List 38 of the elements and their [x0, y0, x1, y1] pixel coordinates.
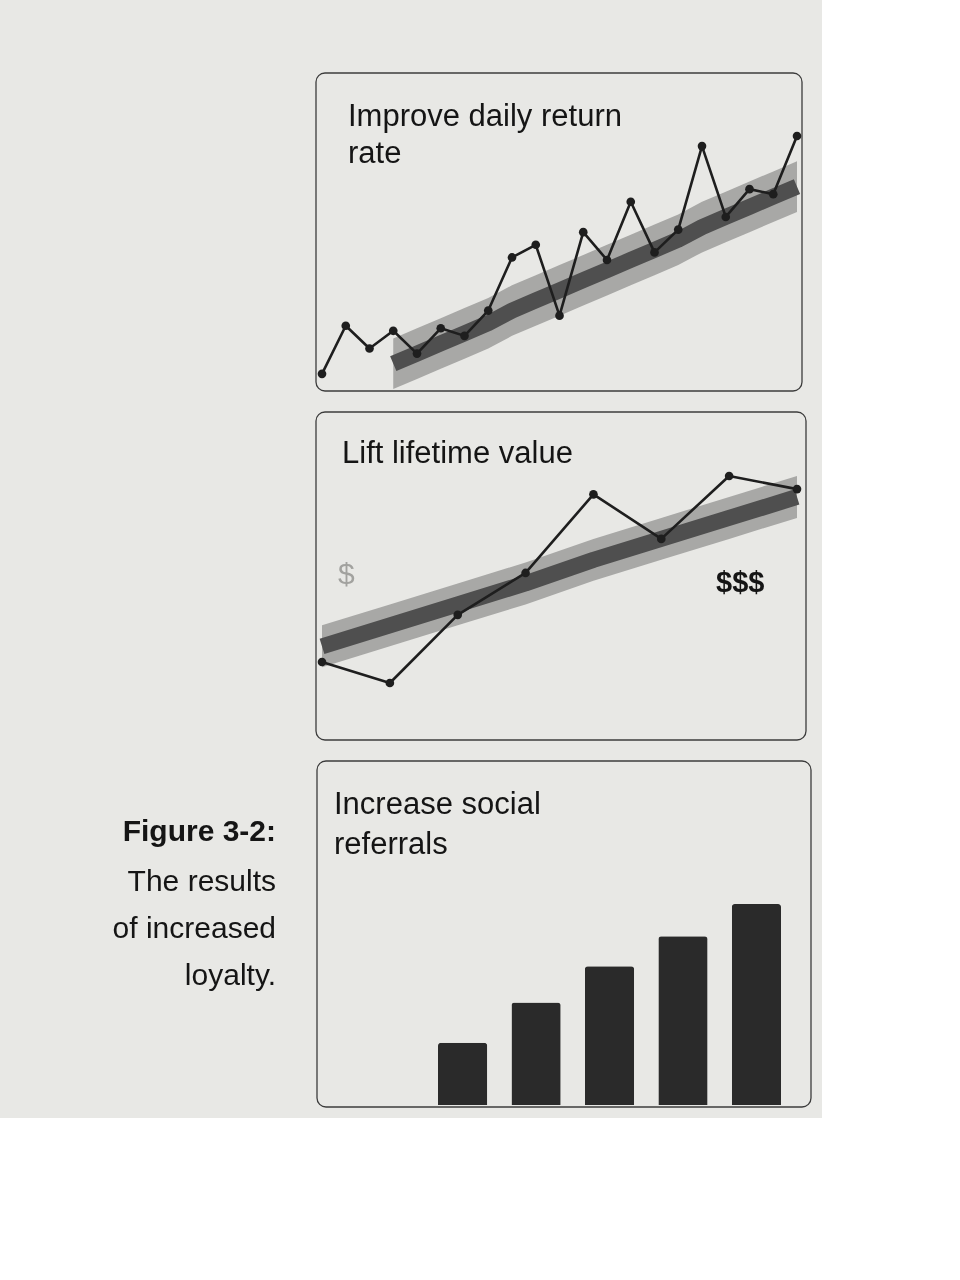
- annotation: $$$: [716, 566, 765, 598]
- chart-title: Increase social referrals: [334, 786, 541, 861]
- point: [745, 184, 754, 194]
- point: [578, 227, 588, 237]
- point: [697, 141, 707, 151]
- point: [555, 311, 564, 320]
- point: [483, 306, 493, 315]
- point: [341, 321, 351, 331]
- text: The results of increased loyalty.: [112, 864, 276, 991]
- bar: [731, 904, 781, 1105]
- annotation: $: [338, 557, 355, 590]
- point: [453, 610, 463, 620]
- text: Figure 3-2:: [122, 814, 276, 847]
- bar: [584, 966, 635, 1105]
- point: [768, 189, 778, 199]
- point: [507, 253, 517, 262]
- point: [388, 326, 398, 336]
- point: [792, 484, 802, 494]
- point: [673, 225, 683, 234]
- point: [724, 471, 734, 481]
- point: [436, 323, 446, 333]
- point: [317, 369, 327, 379]
- point: [365, 344, 374, 353]
- point: [521, 568, 530, 578]
- point: [721, 212, 731, 222]
- bar: [438, 1042, 488, 1105]
- point: [460, 331, 469, 341]
- chart-title: Improve daily return rate: [348, 98, 622, 170]
- point: [385, 678, 395, 688]
- point: [531, 240, 541, 250]
- point: [650, 248, 659, 257]
- bar: [511, 1002, 561, 1105]
- bar: [658, 936, 708, 1105]
- chart-title: Lift lifetime value: [342, 435, 573, 470]
- point: [412, 349, 422, 358]
- point: [656, 534, 666, 544]
- point: [626, 197, 636, 207]
- point: [589, 490, 598, 499]
